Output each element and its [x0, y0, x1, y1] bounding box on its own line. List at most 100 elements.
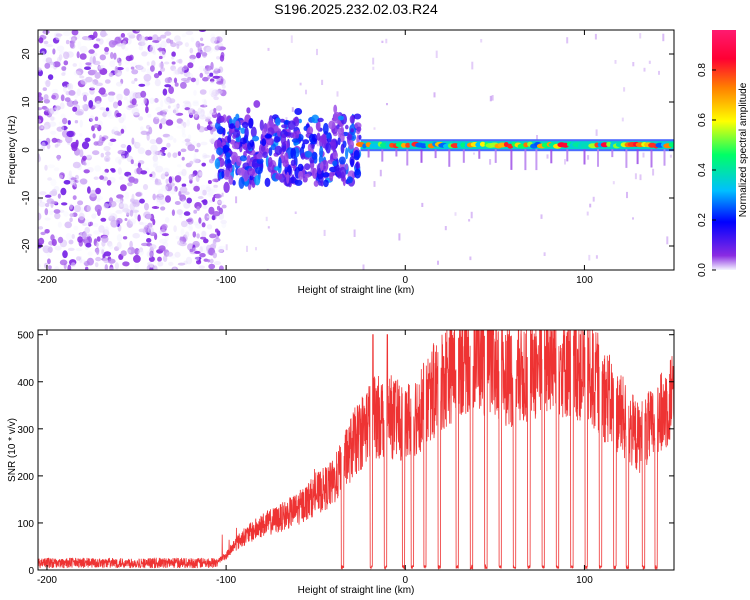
heatmap-cell — [38, 212, 42, 221]
heatmap-cell — [51, 94, 56, 100]
heatmap-cell — [249, 139, 255, 148]
heatmap-cell — [213, 96, 219, 101]
heatmap-cell — [299, 82, 302, 86]
heatmap-cell — [246, 245, 248, 252]
heatmap-cell — [281, 124, 288, 129]
heatmap-cell — [50, 107, 59, 116]
heatmap-cell — [82, 222, 87, 226]
heatmap-cell — [597, 149, 599, 167]
heatmap-cell — [70, 179, 76, 186]
heatmap-cell — [247, 168, 256, 176]
heatmap-cell — [156, 111, 164, 116]
heatmap-cell — [147, 113, 152, 118]
heatmap-cell — [157, 261, 164, 267]
heatmap-cell — [583, 149, 586, 165]
heatmap-cell — [201, 230, 207, 238]
heatmap-cell — [173, 186, 178, 192]
colorbar-tick-label: 0.2 — [697, 213, 708, 227]
heatmap-cell — [543, 252, 546, 256]
heatmap-cell — [174, 251, 181, 258]
heatmap-cell — [188, 182, 194, 187]
heatmap-cell — [153, 73, 160, 79]
heatmap-cell — [612, 181, 615, 185]
heatmap-cell — [294, 108, 303, 115]
heatmap-cell — [194, 148, 199, 153]
heatmap-cell — [93, 123, 99, 129]
heatmap-cell — [216, 56, 221, 60]
heatmap-cell — [147, 226, 154, 234]
heatmap-cell — [214, 158, 221, 170]
heatmap-cell — [69, 213, 75, 218]
heatmap-cell — [43, 99, 50, 104]
heatmap-cell — [320, 180, 324, 187]
heatmap-cell — [650, 149, 653, 168]
heatmap-cell — [47, 177, 52, 181]
heatmap-cell — [138, 228, 146, 233]
heatmap-cell — [104, 46, 110, 53]
heatmap-cell — [614, 60, 617, 64]
heatmap-cell — [457, 142, 461, 148]
heatmap-cell — [44, 229, 50, 234]
heatmap-cell — [88, 100, 94, 108]
heatmap-cell — [99, 246, 106, 251]
heatmap-cell — [97, 64, 101, 71]
heatmap-cell — [68, 90, 76, 96]
heatmap-cell — [65, 39, 70, 45]
heatmap-cell — [668, 142, 674, 148]
heatmap-cell — [73, 225, 79, 231]
heatmap-cell — [47, 74, 54, 80]
heatmap-cell — [183, 121, 187, 128]
heatmap-cell — [167, 105, 171, 109]
heatmap-cell — [57, 221, 63, 228]
heatmap-cell — [48, 265, 52, 270]
heatmap-cell — [209, 78, 215, 83]
heatmap-cell — [42, 87, 47, 91]
heatmap-cell — [197, 169, 203, 178]
heatmap-cell — [77, 236, 83, 243]
heatmap-cell — [127, 246, 136, 255]
heatmap-cell — [112, 101, 119, 109]
heatmap-cell — [595, 129, 598, 136]
top-x-label: Height of straight line (km) — [298, 285, 415, 296]
heatmap-cell — [120, 33, 126, 38]
heatmap-cell — [395, 149, 398, 157]
heatmap-cell — [149, 139, 157, 145]
heatmap-cell — [217, 199, 223, 206]
heatmap-cell — [61, 130, 69, 138]
heatmap-cell — [45, 57, 53, 64]
heatmap-cell — [217, 112, 222, 124]
heatmap-cell — [319, 146, 324, 158]
heatmap-cell — [252, 135, 260, 142]
heatmap-cell — [219, 265, 224, 270]
heatmap-cell — [164, 61, 170, 65]
heatmap-cell — [353, 150, 360, 161]
heatmap-cell — [128, 91, 137, 99]
heatmap-cell — [108, 212, 113, 219]
heatmap-cell — [51, 188, 58, 197]
heatmap-cell — [206, 202, 210, 207]
heatmap-cell — [54, 212, 61, 220]
heatmap-cell — [166, 142, 171, 148]
heatmap-cell — [196, 52, 201, 59]
heatmap-cell — [291, 107, 294, 112]
colorbar-tick-label: 0.4 — [697, 163, 708, 177]
heatmap-cell — [59, 174, 64, 179]
heatmap-cell — [95, 85, 99, 92]
heatmap-cell — [201, 162, 206, 167]
heatmap-cell — [71, 262, 76, 267]
heatmap-cell — [94, 262, 99, 268]
heatmap-cell — [118, 202, 124, 210]
x-tick-label: 100 — [576, 275, 593, 286]
heatmap-cell — [116, 217, 123, 224]
heatmap-cell — [164, 77, 171, 84]
heatmap-cell — [174, 175, 182, 183]
heatmap-cell — [550, 149, 553, 164]
heatmap-cell — [183, 211, 191, 216]
heatmap-cell — [162, 113, 166, 118]
heatmap-cell — [75, 247, 83, 252]
heatmap-cell — [149, 173, 153, 177]
heatmap-cell — [184, 138, 191, 143]
heatmap-cell — [229, 123, 235, 129]
heatmap-cell — [63, 60, 69, 66]
heatmap-cell — [471, 61, 474, 70]
